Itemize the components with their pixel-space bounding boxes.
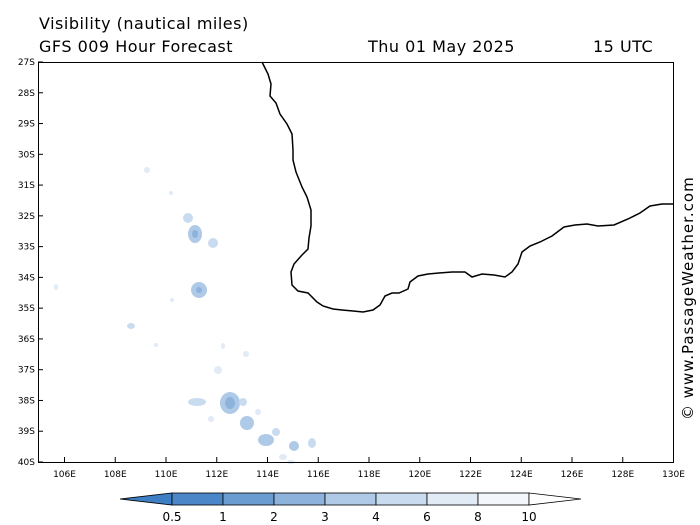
legend-swatch: [222, 492, 275, 506]
lon-label: 118E: [358, 470, 381, 480]
lat-label: 31S: [18, 181, 35, 191]
coastline: [261, 61, 673, 313]
legend-label: 3: [321, 510, 329, 524]
legend-label: 10: [521, 510, 536, 524]
legend-label: 0.5: [162, 510, 181, 524]
lon-label: 124E: [510, 470, 533, 480]
longitude-axis: 106E 108E 110E 112E 114E 116E 118E 120E 122E 124E…: [53, 457, 685, 480]
map-title: Visibility (nautical miles): [39, 14, 249, 33]
lat-label: 29S: [18, 120, 35, 130]
legend-arrow-right: [528, 492, 582, 506]
lon-label: 116E: [307, 470, 330, 480]
lon-label: 106E: [53, 470, 76, 480]
forecast-subtitle: GFS 009 Hour Forecast: [39, 37, 234, 56]
lat-label: 35S: [18, 304, 35, 314]
lat-label: 27S: [18, 58, 35, 68]
lon-label: 112E: [205, 470, 228, 480]
legend-label: 4: [372, 510, 380, 524]
legend-swatch: [171, 492, 224, 506]
forecast-date: Thu 01 May 2025: [368, 37, 515, 56]
lat-label: 30S: [18, 150, 35, 160]
lon-label: 108E: [104, 470, 127, 480]
lat-label: 34S: [18, 273, 35, 283]
forecast-time: 15 UTC: [593, 37, 654, 56]
legend-swatch: [375, 492, 428, 506]
legend-swatch: [426, 492, 479, 506]
lon-label: 130E: [662, 470, 685, 480]
latitude-axis: 27S 28S 29S 30S 31S 32S 33S 34S 35S 36S 37S 38S 39S 4…: [18, 58, 43, 468]
visibility-legend: 0.5 1 2 3 4 6 8 10: [119, 492, 582, 524]
lat-label: 32S: [18, 212, 35, 222]
lat-label: 33S: [18, 243, 35, 253]
legend-label: 2: [270, 510, 278, 524]
legend-swatch: [273, 492, 326, 506]
legend-swatch: [477, 492, 530, 506]
lon-label: 110E: [155, 470, 178, 480]
legend-label: 8: [474, 510, 482, 524]
lon-label: 128E: [611, 470, 634, 480]
lat-label: 37S: [18, 366, 35, 376]
legend-label: 1: [219, 510, 227, 524]
visibility-patches: [54, 167, 316, 464]
legend-arrow-left: [119, 492, 173, 506]
lat-label: 36S: [18, 335, 35, 345]
lat-label: 39S: [18, 427, 35, 437]
lat-label: 28S: [18, 89, 35, 99]
legend-swatch: [324, 492, 377, 506]
legend-label: 6: [423, 510, 431, 524]
lon-label: 126E: [561, 470, 584, 480]
lat-label: 38S: [18, 396, 35, 406]
lon-label: 122E: [459, 470, 482, 480]
lon-label: 114E: [256, 470, 279, 480]
lon-label: 120E: [408, 470, 431, 480]
map-frame: [38, 62, 674, 463]
lat-label: 40S: [18, 458, 35, 468]
